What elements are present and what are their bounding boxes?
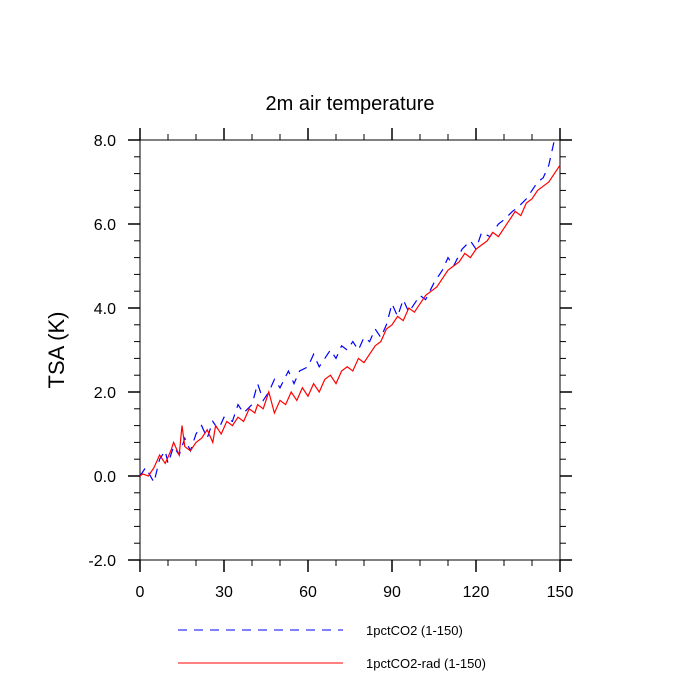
x-tick-label: 60 [299,584,317,601]
y-tick-label: -2.0 [88,553,116,570]
y-tick-label: 8.0 [94,133,116,150]
x-tick-label: 90 [383,584,401,601]
x-tick-label: 30 [215,584,233,601]
y-tick-label: 2.0 [94,385,116,402]
x-tick-label: 120 [463,584,490,601]
series-layer [139,139,561,484]
x-tick-label: 0 [136,584,145,601]
chart-title: 2m air temperature [266,93,435,115]
x-tick-label: 150 [547,584,574,601]
legend-label-1: 1pctCO2 (1-150) [366,623,463,638]
tick-label-group: 0 30 60 90 120 150 -2.0 0.0 2.0 4.0 6.0 8.0 [88,133,573,601]
y-axis-label: TSA (K) [44,311,69,388]
legend-label-2: 1pctCO2-rad (1-150) [366,656,486,671]
y-tick-label: 0.0 [94,469,116,486]
y-tick-label: 4.0 [94,301,116,318]
series-line-1 [139,139,555,484]
series-line-2 [139,164,561,477]
tick-group [128,128,572,572]
y-tick-label: 6.0 [94,217,116,234]
legend: 1pctCO2 (1-150) 1pctCO2-rad (1-150) [178,623,486,671]
plot-frame [139,139,561,561]
